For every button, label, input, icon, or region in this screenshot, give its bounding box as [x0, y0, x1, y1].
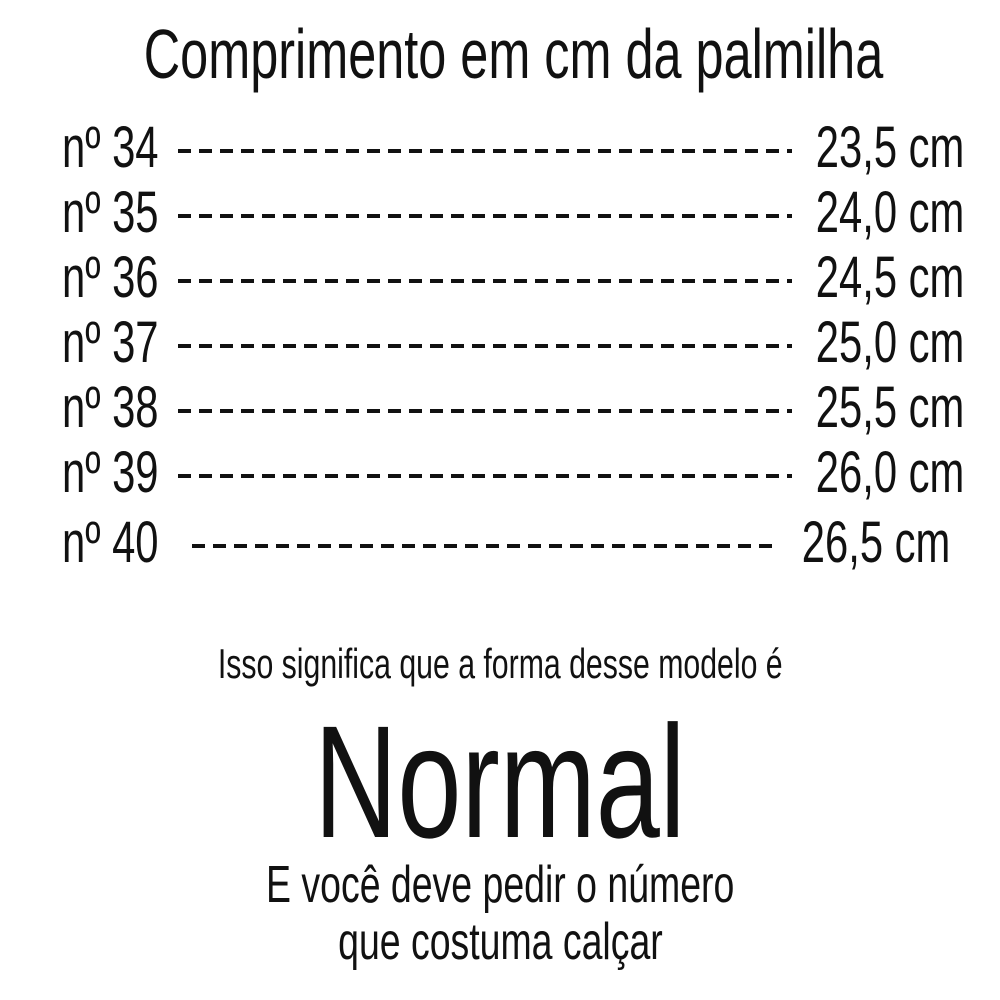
size-label: nº 40: [62, 510, 159, 575]
size-length: 26,5 cm: [801, 510, 950, 575]
advice-text-2: que costuma calçar: [337, 913, 663, 971]
size-row: nº 40 26,5 cm: [0, 511, 1000, 575]
dash-leader: [178, 409, 792, 413]
size-length: 23,5 cm: [815, 115, 964, 180]
dash-leader: [178, 279, 792, 283]
advice-line-2: que costuma calçar: [0, 912, 1000, 972]
title-text: Comprimento em cm da palmilha: [143, 15, 884, 93]
size-label: nº 35: [62, 180, 159, 245]
size-label: nº 36: [62, 245, 159, 310]
size-length: 25,0 cm: [815, 310, 964, 375]
dash-leader: [178, 344, 792, 348]
size-label: nº 34: [62, 115, 159, 180]
size-row: nº 38 25,5 cm: [0, 376, 1000, 440]
size-length: 25,5 cm: [815, 375, 964, 440]
size-row: nº 39 26,0 cm: [0, 441, 1000, 505]
dash-leader: [178, 214, 792, 218]
size-row: nº 35 24,0 cm: [0, 181, 1000, 245]
size-row: nº 37 25,0 cm: [0, 311, 1000, 375]
intro-text: Isso significa que a forma desse modelo …: [0, 640, 1000, 688]
size-length: 24,5 cm: [815, 245, 964, 310]
fit-label: Normal: [314, 692, 686, 871]
size-length: 26,0 cm: [815, 440, 964, 505]
fit-type: Normal: [0, 690, 1000, 874]
size-row: nº 34 23,5 cm: [0, 116, 1000, 180]
dash-leader: [178, 149, 792, 153]
size-label: nº 37: [62, 310, 159, 375]
size-row: nº 36 24,5 cm: [0, 246, 1000, 310]
size-length: 24,0 cm: [815, 180, 964, 245]
advice-text-1: E você deve pedir o número: [265, 856, 735, 914]
size-label: nº 39: [62, 440, 159, 505]
advice-line-1: E você deve pedir o número: [0, 855, 1000, 915]
intro-label: Isso significa que a forma desse modelo …: [217, 640, 783, 687]
dash-leader: [192, 544, 778, 548]
size-label: nº 38: [62, 375, 159, 440]
page-title: Comprimento em cm da palmilha: [0, 14, 1000, 94]
dash-leader: [178, 474, 792, 478]
